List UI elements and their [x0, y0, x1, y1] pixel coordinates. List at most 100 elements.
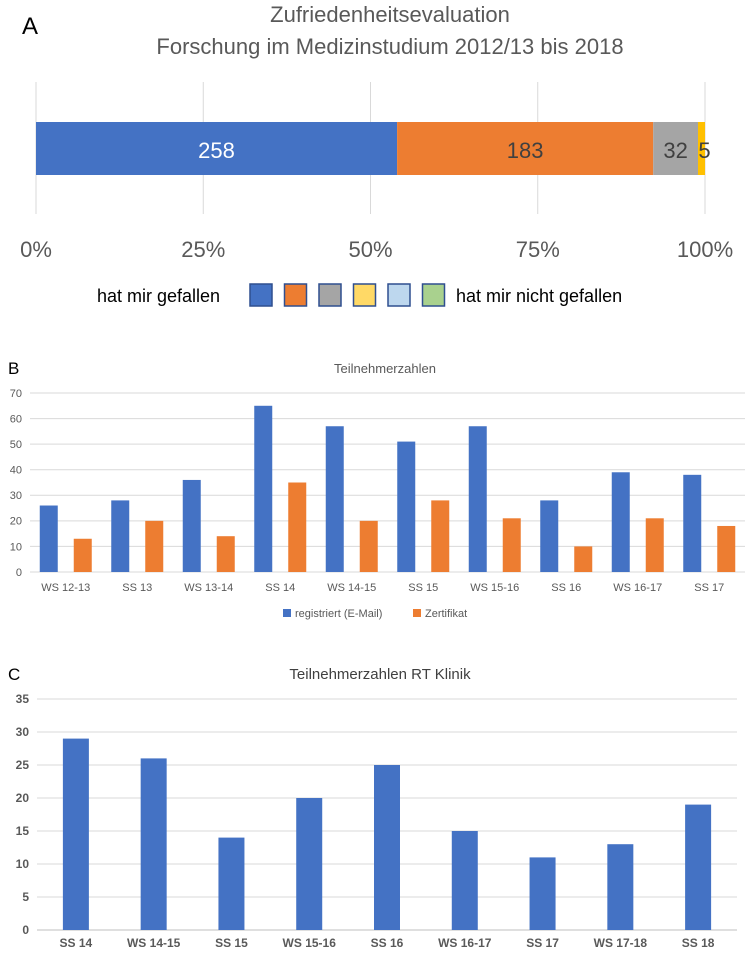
bar: [359, 520, 378, 572]
bar: [218, 837, 245, 930]
data-label: 183: [507, 138, 544, 163]
data-label: 5: [698, 138, 710, 163]
legend-label: Zertifikat: [425, 608, 467, 620]
y-tick-label: 70: [10, 388, 22, 400]
bar: [451, 831, 478, 930]
bar: [111, 500, 130, 572]
x-tick-label: 0%: [20, 237, 52, 262]
y-tick-label: 25: [16, 758, 30, 772]
legend-right-label: hat mir nicht gefallen: [456, 286, 622, 306]
legend-label: registriert (E-Mail): [295, 608, 382, 620]
y-tick-label: 40: [10, 465, 22, 477]
panel-a: A Zufriedenheitsevaluation Forschung im …: [20, 2, 733, 307]
x-tick-label: WS 14-15: [327, 582, 376, 594]
panel-a-title-line-2: Forschung im Medizinstudium 2012/13 bis …: [156, 34, 623, 59]
bar: [529, 857, 556, 930]
y-tick-label: 10: [10, 541, 22, 553]
panel-a-stacked-bar: 258 183 32 5: [36, 122, 711, 175]
legend-color-boxes: [249, 283, 446, 307]
x-tick-label: WS 16-17: [613, 582, 662, 594]
x-tick-label: SS 16: [551, 582, 581, 594]
panel-c-letter: C: [8, 665, 20, 684]
legend-swatch: [318, 283, 342, 307]
bar: [502, 518, 521, 572]
x-tick-label: 25%: [181, 237, 225, 262]
bar: [540, 500, 559, 572]
bar: [73, 538, 92, 572]
bar: [216, 536, 235, 572]
x-tick-label: WS 16-17: [438, 936, 492, 950]
bar: [685, 804, 712, 930]
bar: [182, 479, 201, 572]
y-tick-label: 50: [10, 439, 22, 451]
bar: [431, 500, 450, 572]
bar: [39, 505, 58, 572]
legend-swatch: [283, 609, 291, 617]
y-tick-label: 10: [16, 857, 30, 871]
bar: [254, 405, 273, 572]
bar: [140, 758, 167, 930]
legend-swatch: [249, 283, 273, 307]
panel-c-title: Teilnehmerzahlen RT Klinik: [289, 666, 471, 683]
bar-segment: [653, 122, 699, 175]
bar: [62, 738, 89, 930]
x-tick-label: SS 17: [694, 582, 724, 594]
x-tick-label: WS 13-14: [184, 582, 233, 594]
x-tick-label: SS 15: [408, 582, 438, 594]
data-label: 32: [663, 138, 687, 163]
data-label: 258: [198, 138, 235, 163]
x-tick-label: 75%: [516, 237, 560, 262]
legend-left-label: hat mir gefallen: [97, 286, 220, 306]
bar: [296, 798, 323, 930]
y-tick-label: 5: [22, 890, 29, 904]
panel-a-letter: A: [22, 13, 38, 40]
legend-swatch: [413, 609, 421, 617]
panel-b-letter: B: [8, 359, 19, 378]
panel-b-legend: registriert (E-Mail) Zertifikat: [283, 608, 467, 620]
legend-swatch: [421, 283, 446, 307]
panel-c: C Teilnehmerzahlen RT Klinik 0 5 10 15 20 25 3…: [8, 665, 737, 950]
bar: [374, 765, 400, 930]
legend-swatch: [283, 283, 308, 307]
x-tick-label: SS 14: [60, 936, 93, 950]
bar: [683, 474, 702, 572]
bar: [645, 518, 664, 572]
x-tick-label: WS 15-16: [283, 936, 337, 950]
bar: [607, 844, 634, 930]
panel-c-bars: [62, 738, 712, 930]
legend-swatch: [387, 283, 411, 307]
y-tick-label: 20: [10, 516, 22, 528]
x-tick-label: WS 15-16: [470, 582, 519, 594]
bar: [611, 472, 630, 572]
x-tick-label: WS 12-13: [41, 582, 90, 594]
y-tick-label: 15: [16, 824, 30, 838]
panel-c-x-axis: SS 14 WS 14-15 SS 15 WS 15-16 SS 16 WS 16-17 S…: [60, 936, 715, 950]
panel-b: B Teilnehmerzahlen 0 10 20 30 40 50 60 70 WS 12…: [8, 359, 745, 620]
bar: [574, 546, 593, 572]
x-tick-label: 100%: [677, 237, 733, 262]
x-tick-label: SS 17: [526, 936, 559, 950]
x-tick-label: SS 16: [371, 936, 404, 950]
bar: [288, 482, 307, 572]
x-tick-label: 50%: [348, 237, 392, 262]
panel-a-legend: hat mir gefallen hat mir nicht gefallen: [97, 283, 622, 307]
y-tick-label: 20: [16, 791, 30, 805]
bar-segment: [36, 122, 398, 175]
y-tick-label: 35: [16, 692, 30, 706]
y-tick-label: 60: [10, 413, 22, 425]
x-tick-label: SS 18: [682, 936, 715, 950]
x-tick-label: SS 14: [265, 582, 295, 594]
y-tick-label: 30: [10, 490, 22, 502]
y-tick-label: 0: [22, 923, 29, 937]
bar: [397, 441, 416, 572]
bar-segment: [397, 122, 654, 175]
bar: [145, 520, 164, 572]
bar: [325, 426, 344, 572]
bar: [717, 525, 736, 572]
panel-b-x-axis: WS 12-13 SS 13 WS 13-14 SS 14 WS 14-15 SS 15 W…: [41, 582, 724, 594]
panel-a-x-axis: 0% 25% 50% 75% 100%: [20, 237, 733, 262]
x-tick-label: WS 17-18: [594, 936, 648, 950]
bar: [468, 426, 487, 572]
x-tick-label: SS 15: [215, 936, 248, 950]
